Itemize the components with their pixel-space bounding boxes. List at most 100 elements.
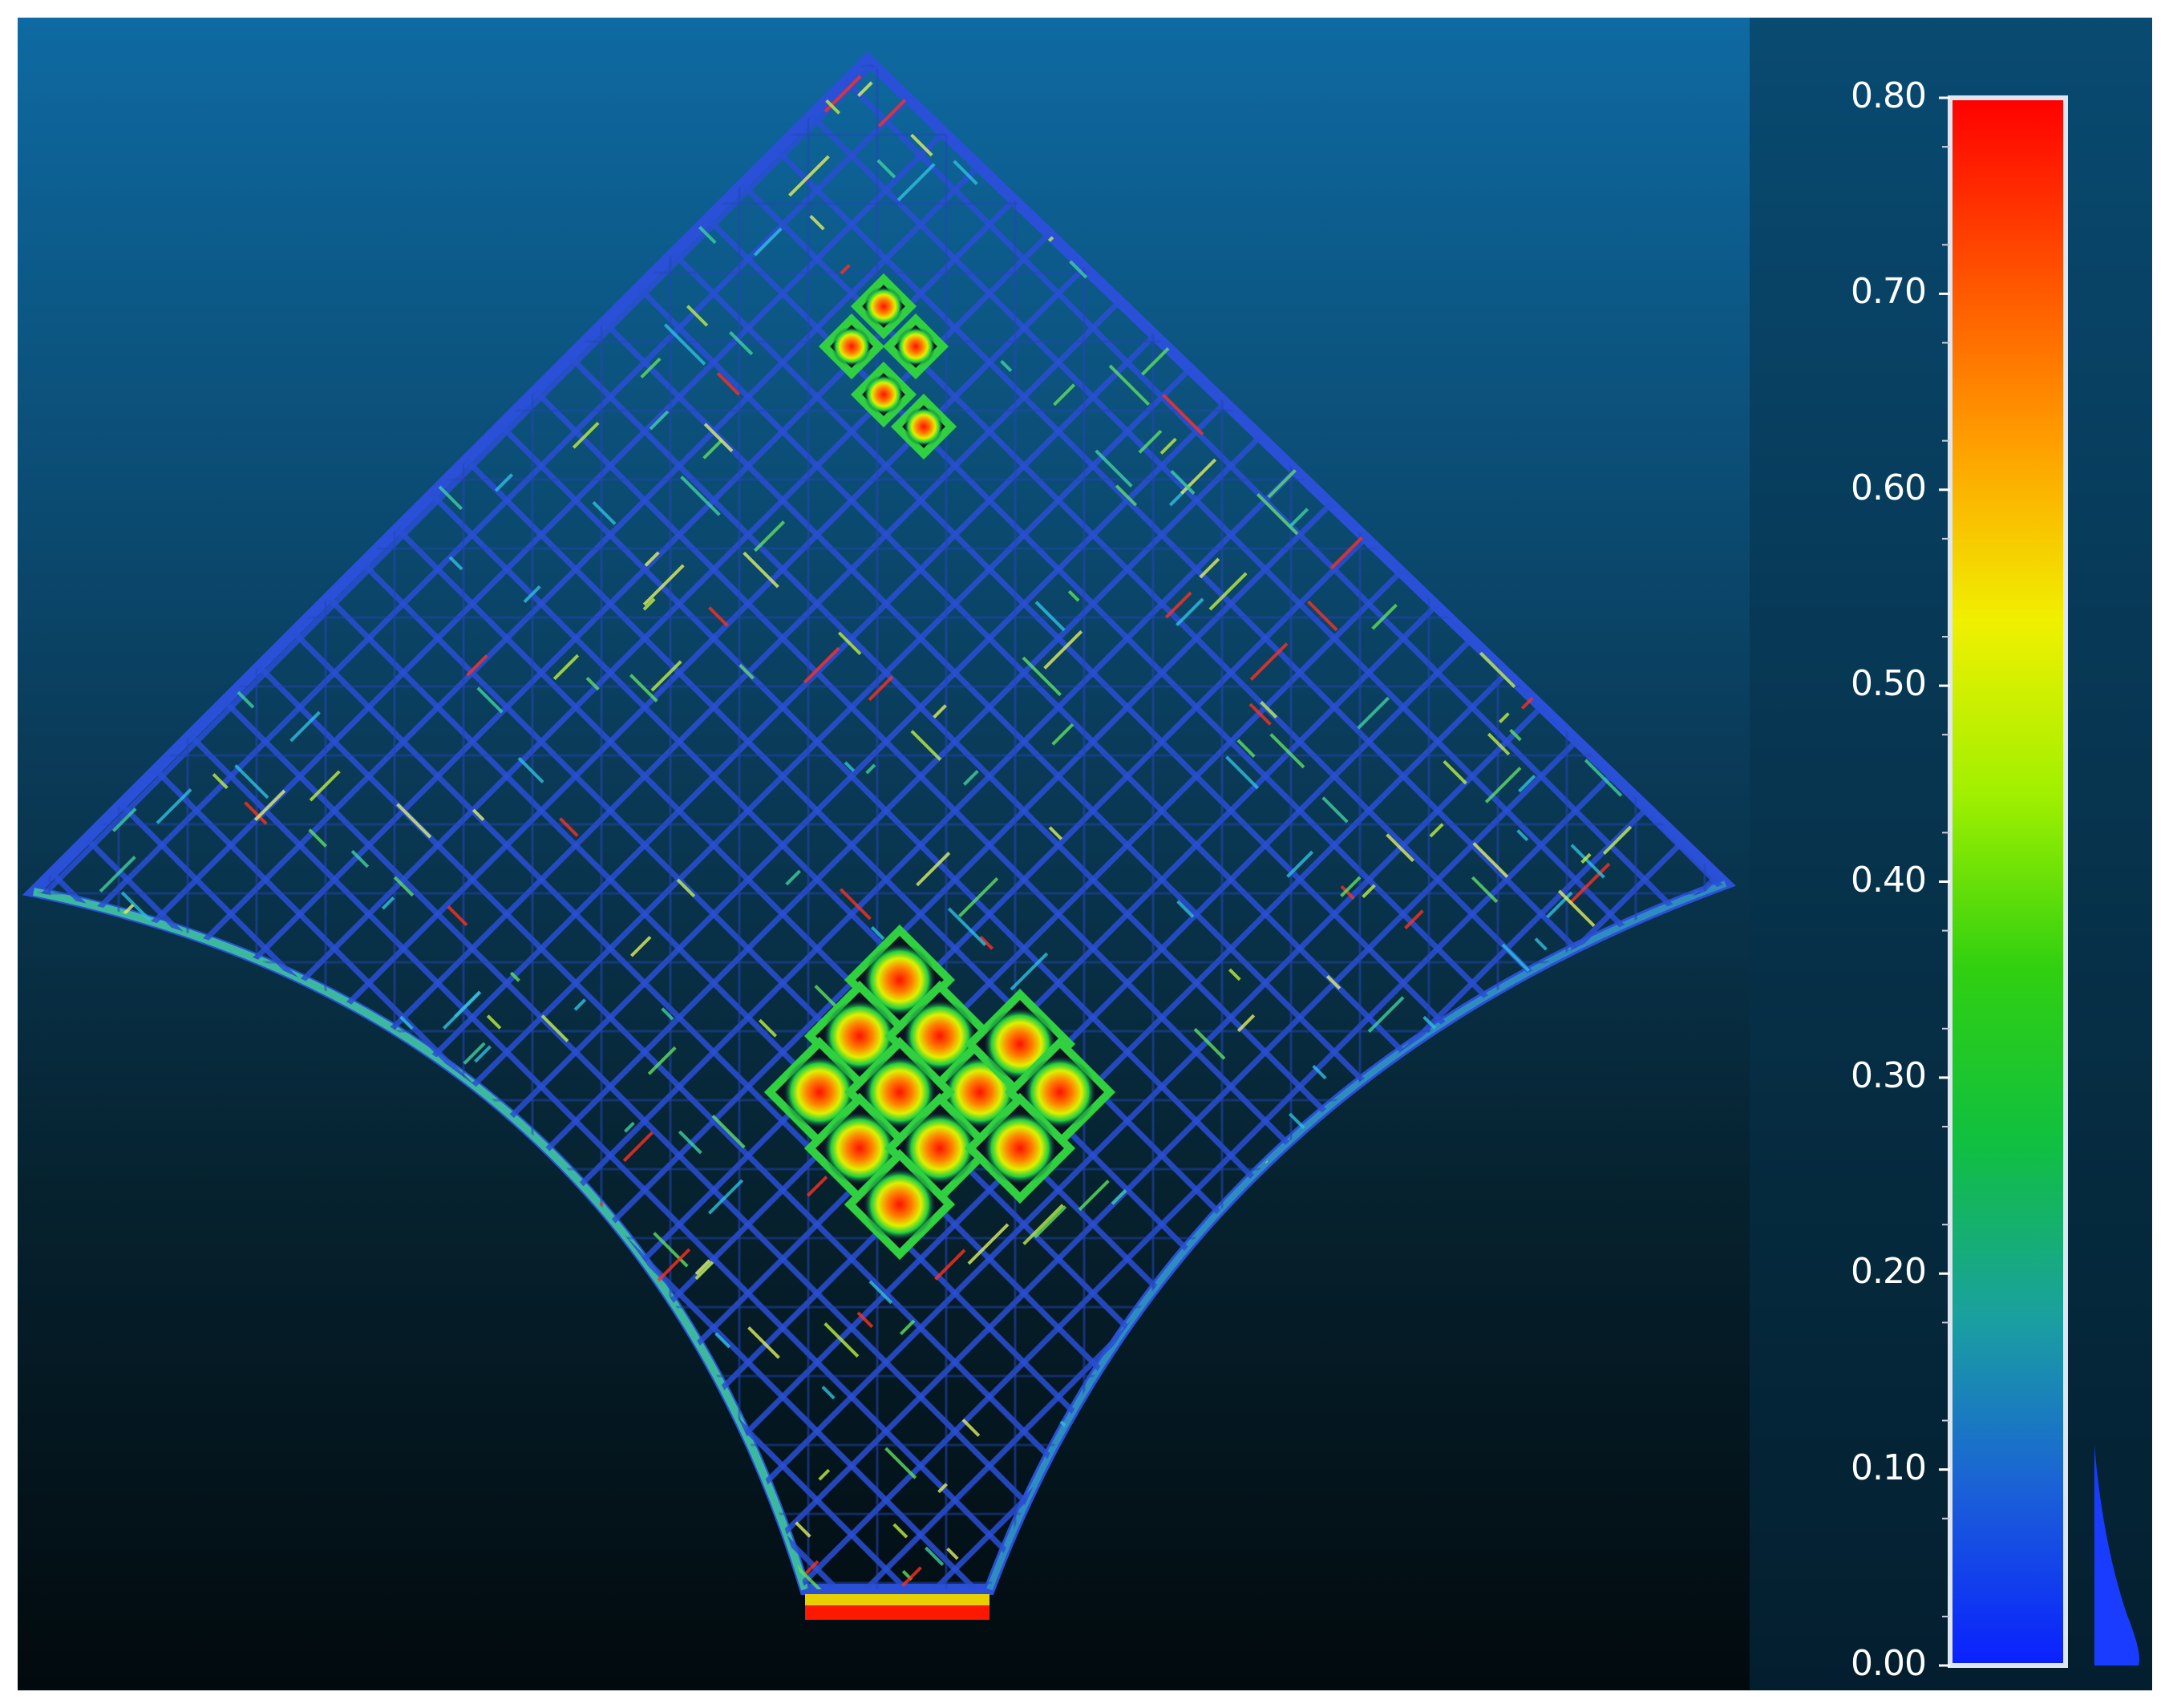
deviation-speckle xyxy=(527,1394,555,1423)
deviation-speckle xyxy=(844,761,856,772)
deviation-speckle xyxy=(1367,996,1405,1034)
deviation-speckle xyxy=(1070,199,1095,224)
deviation-speckle xyxy=(539,1333,577,1371)
deviation-speckle xyxy=(1383,1481,1402,1500)
deviation-speckle xyxy=(1694,1309,1718,1334)
deviation-speckle xyxy=(1429,823,1444,838)
scale-tick-label: 0.50 xyxy=(1851,663,1927,705)
deviation-speckle xyxy=(1307,600,1338,632)
deviation-speckle xyxy=(1022,656,1062,697)
deviation-speckle xyxy=(678,1130,702,1155)
deviation-speckle xyxy=(447,1178,467,1199)
deviation-speckle xyxy=(1524,600,1544,618)
deviation-speckle xyxy=(559,817,579,837)
deviation-speckle xyxy=(1673,1019,1692,1038)
deviation-speckle xyxy=(856,1311,874,1329)
deviation-speckle xyxy=(1053,383,1076,407)
deviation-speckle xyxy=(281,362,305,386)
deviation-speckle xyxy=(111,807,137,832)
deviation-speckle xyxy=(157,1070,173,1086)
deviation-speckle xyxy=(357,351,377,371)
deviation-speckle xyxy=(463,1042,486,1065)
deviation-speckle xyxy=(523,585,541,604)
deviation-speckle xyxy=(1634,570,1660,595)
image-frame: 0.00 0.10 0.20 0.30 0.40 0.50 0.60 0.70 0.80 xyxy=(18,18,2152,1690)
deviation-speckle xyxy=(961,1419,981,1437)
deviation-speckle xyxy=(1228,968,1241,981)
deviation-speckle xyxy=(1212,185,1253,228)
deviation-speckle xyxy=(1160,137,1194,171)
deviation-speckle xyxy=(376,1058,395,1078)
deviation-speckle xyxy=(234,764,269,799)
deviation-speckle xyxy=(1357,696,1390,730)
deviation-speckle xyxy=(1368,104,1404,140)
lattice-member xyxy=(573,59,1726,1589)
deviation-speckle xyxy=(482,220,495,233)
deviation-speckle xyxy=(1155,1466,1170,1480)
deviation-speckle xyxy=(316,1215,331,1230)
deviation-speckle xyxy=(480,231,516,267)
deviation-speckle xyxy=(694,1261,714,1281)
deviation-speckle xyxy=(1570,844,1605,879)
deviation-speckle xyxy=(642,1520,679,1556)
lattice-member xyxy=(34,59,164,1589)
deviation-speckle xyxy=(76,1224,117,1265)
deviation-speckle xyxy=(876,159,896,179)
lattice-member xyxy=(34,59,923,1589)
color-scale-panel: 0.00 0.10 0.20 0.30 0.40 0.50 0.60 0.70 0.80 xyxy=(1750,18,2152,1690)
deviation-speckle xyxy=(1673,77,1688,91)
lattice-member xyxy=(34,59,1010,1589)
deviation-speckle xyxy=(703,423,734,453)
lattice-member xyxy=(34,59,1544,1589)
deviation-speckle xyxy=(1577,319,1595,336)
deviation-speckle xyxy=(241,248,274,281)
deviation-speckle xyxy=(269,981,307,1018)
deviation-speckle xyxy=(647,1046,677,1075)
deviation-speckle xyxy=(1459,1186,1488,1216)
scale-tick-label: 0.10 xyxy=(1851,1447,1927,1488)
deviation-speckle xyxy=(1285,1200,1303,1218)
deviation-speckle xyxy=(1269,733,1305,769)
deviation-speckle xyxy=(901,1566,922,1587)
deviation-speckle xyxy=(633,1477,645,1491)
deviation-speckle xyxy=(1286,850,1314,878)
deviation-speckle xyxy=(300,447,327,474)
deviation-speckle xyxy=(702,439,723,459)
deviation-speckle xyxy=(1404,909,1424,929)
deviation-speckle xyxy=(532,1258,564,1290)
deviation-speckle xyxy=(1382,1491,1421,1530)
deviation-speckle xyxy=(1288,508,1309,529)
deviation-speckle xyxy=(601,1463,616,1479)
deviation-speckle xyxy=(638,114,681,156)
deviation-speckle xyxy=(753,227,783,257)
deviation-speckle xyxy=(1470,566,1511,608)
deviation-speckle xyxy=(803,646,840,684)
deviation-speckle xyxy=(201,132,241,172)
deviation-speckle xyxy=(1159,437,1177,455)
deviation-speckle xyxy=(1236,739,1256,758)
deviation-speckle xyxy=(353,1079,373,1099)
deviation-speckle xyxy=(1646,215,1673,241)
deviation-speckle xyxy=(962,770,979,786)
deviation-speckle xyxy=(1067,589,1080,602)
deviation-speckle xyxy=(511,1528,536,1553)
deviation-speckle xyxy=(806,1176,828,1197)
lattice-member xyxy=(34,59,1561,1589)
deviation-speckle xyxy=(573,998,587,1011)
deviation-speckle xyxy=(1111,1189,1127,1205)
deviation-speckle xyxy=(531,59,556,83)
deviation-speckle xyxy=(1371,603,1398,630)
deviation-speckle xyxy=(156,787,192,824)
deviation-speckle xyxy=(916,852,951,887)
deviation-speckle xyxy=(443,399,467,424)
deviation-speckle xyxy=(758,1018,778,1038)
lattice-member xyxy=(34,59,95,1589)
deviation-speckle xyxy=(650,660,682,692)
scale-tick-label: 0.60 xyxy=(1851,467,1927,508)
deviation-speckle xyxy=(707,1179,744,1215)
deviation-speckle xyxy=(1034,1205,1067,1239)
deviation-speckle xyxy=(1034,601,1066,632)
deviation-speckle xyxy=(711,1115,746,1149)
deviation-speckle xyxy=(791,101,803,113)
deviation-speckle xyxy=(140,1236,168,1263)
